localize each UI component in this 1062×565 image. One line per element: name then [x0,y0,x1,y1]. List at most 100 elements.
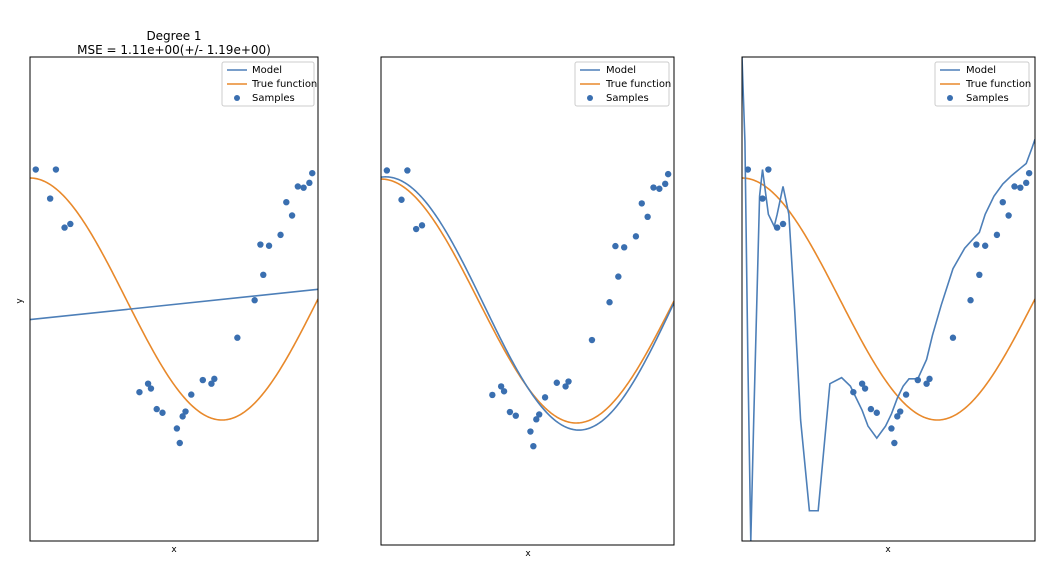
sample-point [294,183,302,190]
plot-area [30,166,318,447]
subplot-degree-1: Degree 1 MSE = 1.11e+00(+/- 1.19e+00) y … [15,29,319,555]
sample-point [67,220,74,228]
plot-frame [380,56,675,546]
sample-point [159,409,166,416]
sample-point [867,405,875,413]
sample-point [52,166,60,173]
legend-box [221,61,315,107]
sample-point [1011,183,1018,190]
sample-point [512,412,519,419]
sample-point [553,379,560,386]
plot-frame [741,56,1036,542]
sample-point [412,225,420,233]
sample-point [1017,184,1024,191]
sample-point [46,195,54,202]
series-true-function-line [742,177,1035,421]
x-axis-label: x [885,545,891,555]
legend-samples-label: Samples [606,93,649,104]
legend-samples-marker [947,95,953,101]
sample-point [211,375,218,383]
sample-point [500,388,508,395]
sample-point [144,380,152,387]
sample-point [306,179,313,187]
sample-point [188,391,195,398]
sample-point [251,297,258,304]
sample-point [309,169,316,177]
sample-point [773,224,781,231]
sample-point [976,271,983,278]
sample-point [418,222,426,229]
sample-point [779,220,787,228]
legend: Model True function Samples [574,61,671,107]
sample-point [1005,212,1012,219]
legend-true-function-label: True function [965,79,1031,90]
legend-samples-marker [587,95,593,101]
sample-point [620,244,628,251]
sample-point [32,166,39,173]
subplot-degree-4: x Model True function Samples [380,56,675,559]
legend-samples-label: Samples [252,93,295,104]
sample-point [176,439,183,447]
sample-point [497,383,505,390]
y-axis-label: y [15,298,25,304]
legend-samples-label: Samples [966,93,1009,104]
legend: Model True function Samples [934,61,1031,107]
legend-samples-marker [234,95,240,101]
x-axis-label: x [171,545,177,555]
sample-point [383,167,391,174]
chart-title: Degree 1 [146,29,201,43]
sample-point [173,425,181,432]
legend-true-function-label: True function [251,79,317,90]
sample-point [300,184,307,191]
sample-point [897,408,904,415]
sample-point [656,185,663,192]
x-axis-label: x [525,549,531,559]
plot-area [381,167,674,450]
sample-point [147,385,155,392]
sample-point [536,411,543,418]
sample-point [234,334,241,341]
legend-box [574,61,670,107]
sample-point [615,273,622,280]
sample-point [257,241,264,248]
plot-frame [29,56,319,542]
legend-box [934,61,1030,107]
series-model-line [381,176,674,431]
subplot-degree-15: x Model True function Samples [741,56,1036,555]
sample-point [565,378,572,385]
plot-area [742,57,1035,541]
sample-point [506,408,514,416]
sample-point [208,380,215,387]
sample-point [858,380,866,387]
sample-point [489,391,496,399]
sample-point [923,380,930,387]
sample-point [1023,179,1030,187]
sample-point [650,184,657,191]
sample-point [530,442,537,450]
sample-point [288,212,296,219]
sample-point [277,231,284,239]
sample-point [527,428,534,435]
sample-point [612,242,619,250]
sample-point [662,180,669,188]
sample-point [949,334,957,341]
sample-point [891,439,898,447]
sample-point [199,376,206,384]
sample-point [914,376,921,384]
sample-point [179,413,186,420]
legend-model-label: Model [606,65,636,76]
sample-point [541,394,549,401]
sample-point [981,242,989,249]
sample-point [632,233,640,240]
sample-point [404,167,411,174]
sample-point [744,166,752,173]
sample-point [993,231,1001,239]
series-model-line [742,57,1035,541]
sample-point [283,199,290,206]
sample-point [888,425,895,432]
sample-point [759,195,766,202]
sample-point [260,271,267,278]
sample-point [861,385,869,392]
sample-point [765,166,772,173]
legend-true-function-label: True function [605,79,671,90]
